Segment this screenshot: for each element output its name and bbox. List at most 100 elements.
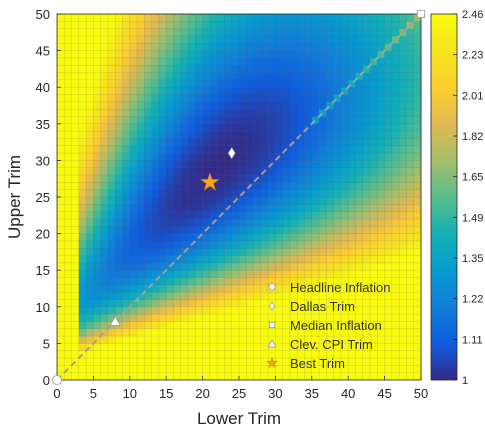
heatmap-cell bbox=[151, 87, 160, 95]
heatmap-cell bbox=[180, 79, 189, 88]
heatmap-cell bbox=[246, 145, 254, 154]
heatmap-cell bbox=[180, 94, 189, 103]
heatmap-cell bbox=[71, 284, 80, 293]
heatmap-cell bbox=[71, 94, 80, 103]
heatmap-cell bbox=[246, 35, 254, 44]
heatmap-cell bbox=[239, 306, 247, 315]
heatmap-cell bbox=[173, 248, 182, 256]
heatmap-cell bbox=[239, 277, 247, 286]
heatmap-cell bbox=[275, 226, 283, 234]
heatmap-cell bbox=[268, 153, 276, 161]
heatmap-cell bbox=[406, 328, 415, 337]
heatmap-cell bbox=[333, 240, 342, 249]
heatmap-cell bbox=[413, 182, 422, 190]
colorbar-tick-label: 1.35 bbox=[462, 253, 483, 265]
heatmap-cell bbox=[289, 204, 298, 212]
heatmap-cell bbox=[129, 358, 138, 366]
heatmap-cell bbox=[362, 204, 371, 212]
heatmap-cell bbox=[289, 284, 298, 293]
heatmap-cell bbox=[275, 314, 283, 322]
heatmap-cell bbox=[282, 87, 291, 95]
heatmap-cell bbox=[195, 50, 203, 59]
heatmap-cell bbox=[348, 35, 356, 44]
heatmap-cell bbox=[362, 262, 371, 271]
heatmap-cell bbox=[115, 28, 123, 37]
heatmap-cell bbox=[86, 167, 94, 176]
heatmap-cell bbox=[311, 153, 320, 161]
heatmap-cell bbox=[340, 306, 349, 315]
heatmap-cell bbox=[311, 131, 320, 139]
heatmap-cell bbox=[319, 270, 327, 278]
heatmap-cell bbox=[86, 248, 94, 256]
heatmap-cell bbox=[93, 284, 101, 293]
heatmap-cell bbox=[333, 328, 342, 337]
heatmap-cell bbox=[275, 35, 283, 44]
heatmap-cell bbox=[180, 87, 189, 95]
heatmap-cell bbox=[202, 197, 211, 205]
heatmap-cell bbox=[326, 306, 334, 315]
heatmap-cell bbox=[399, 306, 407, 315]
heatmap-cell bbox=[413, 87, 422, 95]
heatmap-cell bbox=[151, 255, 160, 264]
heatmap-cell bbox=[217, 372, 225, 381]
heatmap-cell bbox=[158, 138, 167, 147]
heatmap-cell bbox=[413, 94, 422, 103]
heatmap-cell bbox=[122, 270, 131, 278]
heatmap-cell bbox=[129, 270, 138, 278]
heatmap-cell bbox=[370, 57, 378, 66]
heatmap-cell bbox=[406, 160, 415, 169]
heatmap-cell bbox=[239, 175, 247, 183]
heatmap-cell bbox=[209, 270, 218, 278]
heatmap-cell bbox=[93, 226, 101, 234]
heatmap-cell bbox=[326, 101, 334, 110]
heatmap-cell bbox=[209, 262, 218, 271]
heatmap-cell bbox=[57, 109, 65, 117]
heatmap-cell bbox=[202, 167, 211, 176]
heatmap-cell bbox=[282, 358, 291, 366]
heatmap-cell bbox=[71, 372, 80, 381]
heatmap-cell bbox=[384, 116, 393, 125]
heatmap-cell bbox=[297, 175, 305, 183]
heatmap-cell bbox=[355, 270, 364, 278]
heatmap-cell bbox=[253, 270, 262, 278]
heatmap-cell bbox=[391, 14, 400, 22]
heatmap-cell bbox=[217, 87, 225, 95]
heatmap-cell bbox=[231, 189, 240, 198]
heatmap-cell bbox=[370, 175, 378, 183]
heatmap-cell bbox=[370, 131, 378, 139]
heatmap-cell bbox=[151, 153, 160, 161]
heatmap-cell bbox=[224, 189, 233, 198]
heatmap-cell bbox=[202, 65, 211, 73]
heatmap-cell bbox=[377, 175, 385, 183]
heatmap-cell bbox=[158, 123, 167, 132]
heatmap-cell bbox=[224, 145, 233, 154]
heatmap-cell bbox=[180, 299, 189, 308]
heatmap-cell bbox=[355, 321, 364, 330]
heatmap-cell bbox=[100, 306, 109, 315]
heatmap-cell bbox=[406, 336, 415, 344]
heatmap-cell bbox=[319, 372, 327, 381]
heatmap-cell bbox=[239, 328, 247, 337]
heatmap-cell bbox=[151, 182, 160, 190]
heatmap-cell bbox=[319, 211, 327, 220]
heatmap-cell bbox=[333, 358, 342, 366]
heatmap-cell bbox=[202, 240, 211, 249]
heatmap-cell bbox=[64, 321, 72, 330]
heatmap-cell bbox=[71, 277, 80, 286]
heatmap-cell bbox=[399, 87, 407, 95]
heatmap-cell bbox=[158, 109, 167, 117]
heatmap-cell bbox=[304, 57, 313, 66]
heatmap-cell bbox=[348, 153, 356, 161]
heatmap-cell bbox=[224, 57, 233, 66]
heatmap-cell bbox=[260, 343, 269, 352]
heatmap-cell bbox=[144, 138, 152, 147]
heatmap-cell bbox=[115, 240, 123, 249]
heatmap-cell bbox=[311, 57, 320, 66]
heatmap-cell bbox=[326, 211, 334, 220]
heatmap-cell bbox=[355, 328, 364, 337]
heatmap-cell bbox=[195, 248, 203, 256]
heatmap-cell bbox=[297, 321, 305, 330]
heatmap-cell bbox=[377, 321, 385, 330]
heatmap-cell bbox=[115, 314, 123, 322]
heatmap-cell bbox=[333, 299, 342, 308]
